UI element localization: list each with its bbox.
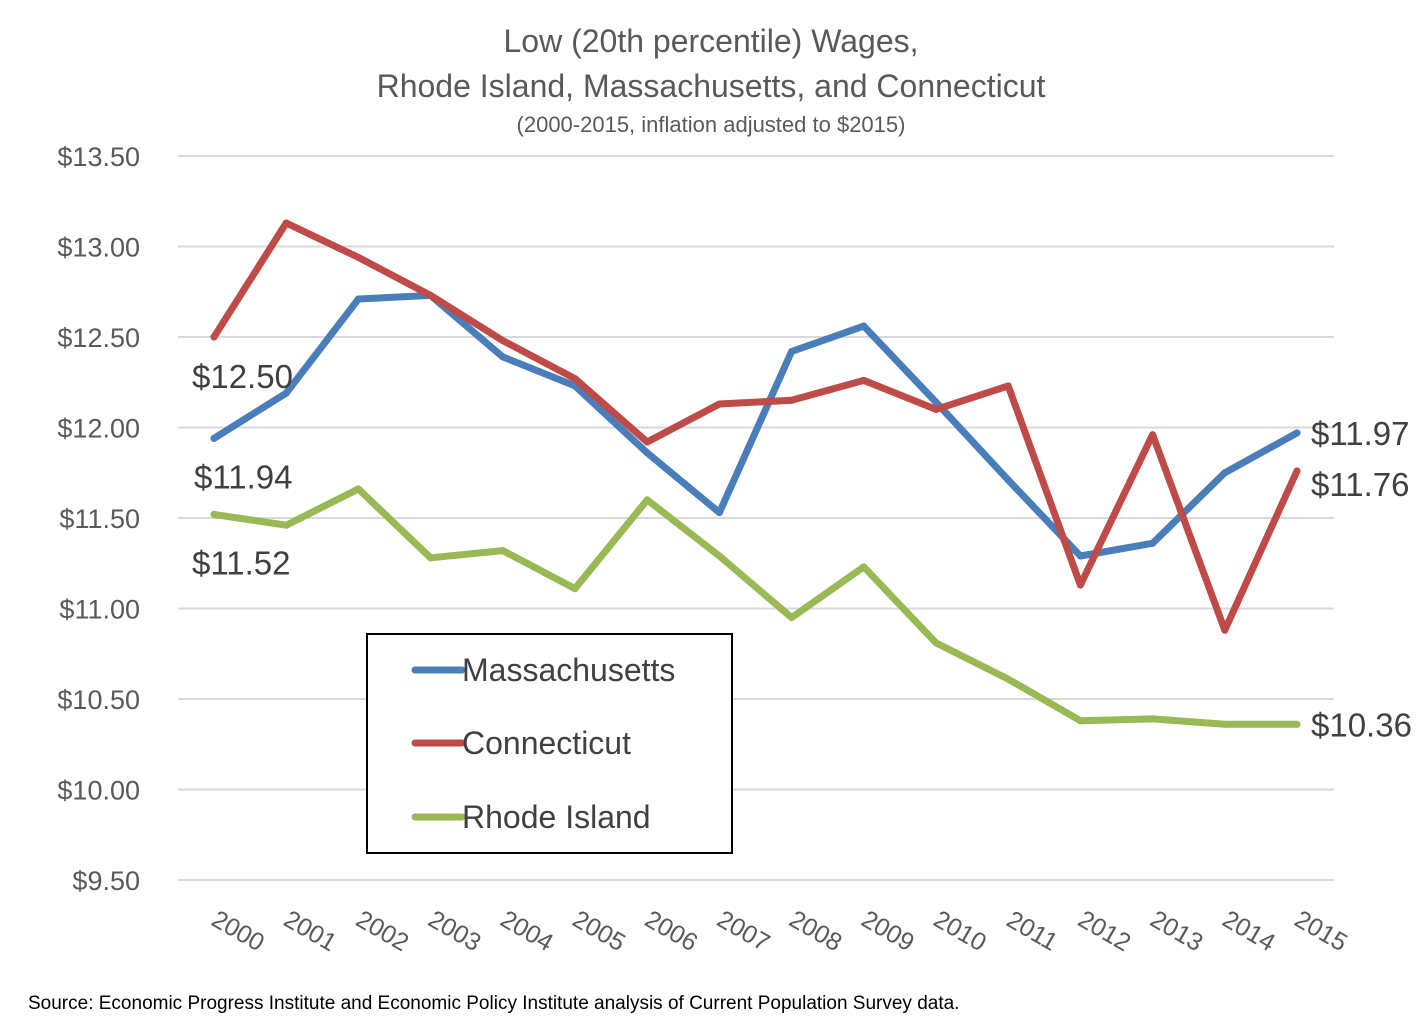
data-point-rhode-island — [643, 496, 651, 504]
y-tick-label: $12.00 — [57, 414, 140, 444]
series-line-rhode-island — [210, 485, 1301, 728]
data-label-massachusetts-2015: $11.97 — [1311, 415, 1409, 452]
data-point-connecticut — [282, 219, 290, 227]
data-label-rhode-island-2000: $11.52 — [192, 544, 290, 581]
data-point-massachusetts — [210, 434, 218, 442]
data-point-connecticut — [1076, 581, 1084, 589]
data-point-rhode-island — [427, 554, 435, 562]
data-point-massachusetts — [932, 398, 940, 406]
data-point-rhode-island — [499, 547, 507, 555]
data-point-connecticut — [932, 405, 940, 413]
data-point-connecticut — [571, 375, 579, 383]
data-point-massachusetts — [1076, 552, 1084, 560]
series-line-massachusetts — [210, 291, 1301, 560]
data-point-connecticut — [210, 333, 218, 341]
data-label-rhode-island-2015: $10.36 — [1311, 706, 1412, 743]
legend-label-rhode-island: Rhode Island — [462, 799, 651, 835]
data-point-connecticut — [1221, 626, 1229, 634]
data-label-connecticut-2015: $11.76 — [1311, 466, 1409, 503]
data-point-connecticut — [427, 291, 435, 299]
data-point-connecticut — [1149, 431, 1157, 439]
chart-subtitle: (2000-2015, inflation adjusted to $2015) — [517, 112, 906, 137]
data-point-massachusetts — [282, 389, 290, 397]
data-point-connecticut — [499, 337, 507, 345]
data-point-rhode-island — [210, 510, 218, 518]
legend-label-connecticut: Connecticut — [462, 725, 631, 761]
y-tick-label: $13.00 — [57, 233, 140, 263]
y-tick-label: $12.50 — [57, 323, 140, 353]
data-point-massachusetts — [354, 295, 362, 303]
data-point-connecticut — [643, 438, 651, 446]
data-point-connecticut — [1293, 467, 1301, 475]
source-note: Source: Economic Progress Institute and … — [28, 993, 959, 1014]
legend: Massachusetts Connecticut Rhode Island — [366, 633, 733, 854]
data-point-massachusetts — [1221, 469, 1229, 477]
data-point-massachusetts — [788, 347, 796, 355]
data-point-massachusetts — [1293, 429, 1301, 437]
y-tick-label: $11.00 — [59, 595, 140, 625]
data-point-connecticut — [715, 400, 723, 408]
data-point-connecticut — [354, 253, 362, 261]
data-point-rhode-island — [1221, 720, 1229, 728]
data-point-rhode-island — [354, 485, 362, 493]
data-point-rhode-island — [932, 639, 940, 647]
data-point-rhode-island — [1076, 717, 1084, 725]
data-point-massachusetts — [643, 449, 651, 457]
data-point-rhode-island — [860, 563, 868, 571]
legend-label-massachusetts: Massachusetts — [462, 652, 675, 688]
data-point-connecticut — [1004, 382, 1012, 390]
data-point-rhode-island — [715, 552, 723, 560]
y-tick-label: $11.50 — [59, 504, 140, 534]
data-point-rhode-island — [1293, 720, 1301, 728]
data-point-massachusetts — [715, 509, 723, 517]
data-point-rhode-island — [571, 585, 579, 593]
data-labels: $12.50 $11.94 $11.52 $11.97 $11.76 $10.36 — [192, 358, 1412, 743]
data-point-massachusetts — [1004, 476, 1012, 484]
data-point-connecticut — [860, 376, 868, 384]
chart-title: Low (20th percentile) Wages, — [503, 23, 918, 59]
y-tick-label: $10.00 — [57, 776, 140, 806]
data-point-rhode-island — [1149, 715, 1157, 723]
data-label-massachusetts-2000: $11.94 — [194, 458, 292, 495]
data-point-rhode-island — [282, 521, 290, 529]
data-point-massachusetts — [499, 353, 507, 361]
series-lines — [210, 219, 1301, 728]
y-tick-label: $13.50 — [57, 142, 140, 172]
y-tick-label: $9.50 — [72, 866, 140, 896]
data-point-rhode-island — [788, 614, 796, 622]
data-point-massachusetts — [860, 322, 868, 330]
data-point-rhode-island — [1004, 675, 1012, 683]
data-label-connecticut-2000: $12.50 — [192, 358, 293, 395]
y-tick-label: $10.50 — [57, 685, 140, 715]
data-point-massachusetts — [1149, 539, 1157, 547]
chart-title-line2: Rhode Island, Massachusetts, and Connect… — [377, 68, 1046, 104]
series-line-connecticut — [210, 219, 1301, 634]
data-point-connecticut — [788, 396, 796, 404]
y-axis: $13.50 $13.00 $12.50 $12.00 $11.50 $11.00 $10.… — [57, 142, 140, 896]
